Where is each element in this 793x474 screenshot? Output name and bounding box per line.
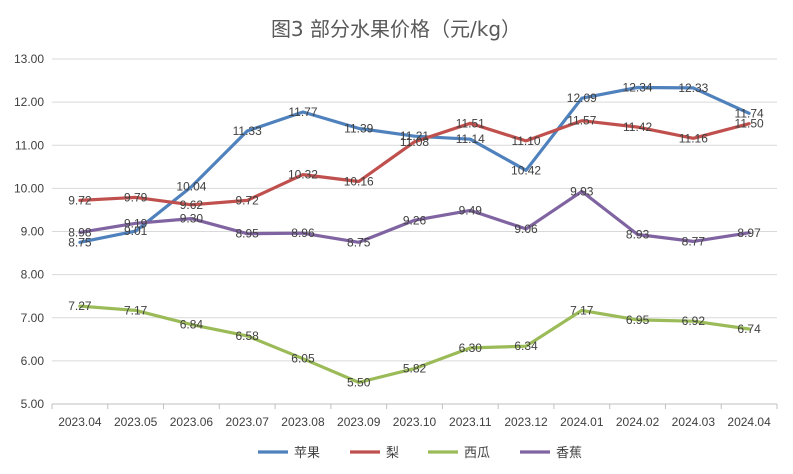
data-label: 6.34 xyxy=(514,339,538,353)
y-tick-label: 13.00 xyxy=(14,52,44,66)
y-tick-label: 11.00 xyxy=(15,138,44,152)
data-label: 11.39 xyxy=(344,121,373,135)
data-label: 11.10 xyxy=(511,134,540,148)
x-tick-label: 2023.07 xyxy=(225,415,269,429)
y-tick-label: 12.00 xyxy=(14,95,44,109)
series-lines xyxy=(78,85,751,384)
x-tick-label: 2023.08 xyxy=(281,415,325,429)
data-label: 11.51 xyxy=(456,116,485,130)
data-label: 10.16 xyxy=(344,174,374,188)
x-tick-label: 2024.01 xyxy=(560,415,604,429)
data-label: 10.42 xyxy=(511,163,541,177)
data-label: 9.06 xyxy=(514,222,538,236)
x-tick-label: 2023.09 xyxy=(337,415,381,429)
legend: 苹果 梨 西瓜 香蕉 xyxy=(258,446,582,461)
data-label: 6.74 xyxy=(737,322,761,336)
data-label: 9.72 xyxy=(68,193,92,207)
data-label: 6.84 xyxy=(180,318,204,332)
data-label: 7.17 xyxy=(570,303,594,317)
x-tick-label: 2023.11 xyxy=(449,415,492,429)
data-label: 8.93 xyxy=(626,228,650,242)
y-tick-label: 8.00 xyxy=(21,268,45,282)
data-label: 6.95 xyxy=(626,313,650,327)
data-label: 9.19 xyxy=(124,216,148,230)
x-tick-label: 2023.12 xyxy=(504,415,548,429)
legend-label: 梨 xyxy=(386,446,399,461)
x-tick-label: 2023.04 xyxy=(58,415,102,429)
data-label: 12.09 xyxy=(567,91,597,105)
data-label: 6.30 xyxy=(459,341,483,355)
gridlines xyxy=(52,58,777,405)
data-label: 8.75 xyxy=(68,235,92,249)
data-labels: 8.75 9.01 10.04 11.33 11.77 11.39 11.21 11.14 10… xyxy=(68,80,764,389)
data-label: 5.50 xyxy=(347,375,371,389)
x-axis-ticks: 2023.04 2023.05 2023.06 2023.07 2023.08 2023.… xyxy=(51,404,778,429)
data-label: 9.01 xyxy=(124,224,148,238)
y-tick-label: 5.00 xyxy=(21,397,45,411)
data-label: 8.95 xyxy=(236,227,260,241)
data-label: 9.62 xyxy=(180,198,204,212)
data-label: 8.98 xyxy=(68,225,92,239)
data-label: 7.27 xyxy=(68,299,92,313)
y-tick-label: 7.00 xyxy=(21,311,45,325)
data-label: 11.57 xyxy=(567,114,596,128)
x-tick-label: 2023.06 xyxy=(170,415,214,429)
data-label: 6.58 xyxy=(236,329,260,343)
data-label: 9.30 xyxy=(180,212,204,226)
data-label: 10.32 xyxy=(288,168,318,182)
data-label: 7.17 xyxy=(124,303,148,317)
x-tick-label: 2024.04 xyxy=(727,415,771,429)
data-label: 11.21 xyxy=(400,129,429,143)
chart-title: 图3 部分水果价格（元/kg） xyxy=(271,17,521,41)
series-line-2 xyxy=(78,304,751,384)
data-label: 8.77 xyxy=(682,234,706,248)
data-label: 11.33 xyxy=(233,124,262,138)
legend-label: 西瓜 xyxy=(464,446,490,461)
data-label: 9.49 xyxy=(459,203,483,217)
data-label: 6.92 xyxy=(682,314,706,328)
y-tick-label: 9.00 xyxy=(21,225,45,239)
data-label: 11.14 xyxy=(456,132,485,146)
x-tick-label: 2023.10 xyxy=(393,415,437,429)
legend-label: 苹果 xyxy=(294,446,320,461)
y-axis-ticks: 5.00 6.00 7.00 8.00 9.00 10.00 11.00 12.00 13.00 xyxy=(14,52,44,411)
data-label: 12.34 xyxy=(623,80,653,94)
data-label: 8.97 xyxy=(737,226,761,240)
data-label: 9.26 xyxy=(403,213,427,227)
data-label: 11.74 xyxy=(735,106,764,120)
data-label: 11.16 xyxy=(679,131,708,145)
data-label: 9.72 xyxy=(236,193,260,207)
data-label: 6.05 xyxy=(291,352,315,366)
data-label: 8.75 xyxy=(347,235,371,249)
series-line-3 xyxy=(78,189,751,244)
data-label: 11.42 xyxy=(623,120,652,134)
data-label: 11.08 xyxy=(400,135,429,149)
x-tick-label: 2024.03 xyxy=(672,415,716,429)
data-label: 11.50 xyxy=(735,117,764,131)
data-label: 9.93 xyxy=(570,184,594,198)
data-label: 5.82 xyxy=(403,362,427,376)
series-line-0 xyxy=(78,85,751,244)
series-line-1 xyxy=(78,119,751,207)
x-tick-label: 2024.02 xyxy=(616,415,660,429)
data-label: 9.79 xyxy=(124,190,148,204)
x-tick-label: 2023.05 xyxy=(114,415,158,429)
data-label: 8.96 xyxy=(291,226,315,240)
y-tick-label: 6.00 xyxy=(21,354,45,368)
data-label: 12.33 xyxy=(678,81,708,95)
legend-label: 香蕉 xyxy=(556,446,582,461)
data-label: 10.04 xyxy=(176,180,206,194)
data-label: 11.77 xyxy=(288,105,317,119)
y-tick-label: 10.00 xyxy=(14,181,44,195)
